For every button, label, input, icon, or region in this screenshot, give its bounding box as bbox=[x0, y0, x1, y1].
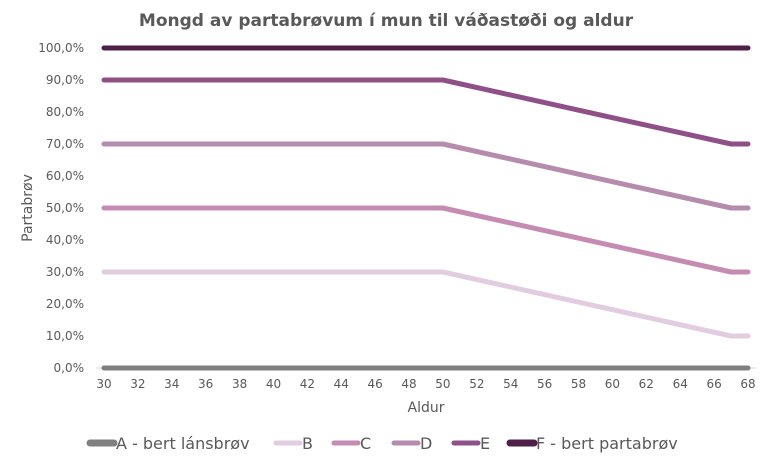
x-tick-label: 40 bbox=[266, 377, 281, 391]
legend-label: B bbox=[302, 434, 313, 453]
x-tick-label: 56 bbox=[537, 377, 552, 391]
x-tick-label: 30 bbox=[96, 377, 111, 391]
series-line-c bbox=[101, 205, 751, 275]
legend-label: F - bert partabrøv bbox=[536, 434, 678, 453]
y-tick-label: 70,0% bbox=[46, 137, 84, 151]
x-tick-label: 50 bbox=[435, 377, 450, 391]
x-tick-label: 32 bbox=[130, 377, 145, 391]
series-line-e bbox=[101, 77, 751, 147]
y-tick-label: 30,0% bbox=[46, 265, 84, 279]
legend-label: C bbox=[360, 434, 371, 453]
x-tick-label: 42 bbox=[300, 377, 315, 391]
series-line-d bbox=[101, 141, 751, 211]
y-tick-label: 20,0% bbox=[46, 297, 84, 311]
x-tick-label: 62 bbox=[639, 377, 654, 391]
x-tick-label: 36 bbox=[198, 377, 213, 391]
x-tick-label: 66 bbox=[706, 377, 721, 391]
x-tick-label: 52 bbox=[469, 377, 484, 391]
x-tick-label: 64 bbox=[673, 377, 688, 391]
y-tick-label: 10,0% bbox=[46, 329, 84, 343]
x-tick-label: 44 bbox=[334, 377, 349, 391]
y-tick-label: 50,0% bbox=[46, 201, 84, 215]
y-tick-label: 90,0% bbox=[46, 73, 84, 87]
x-axis-label: Aldur bbox=[408, 400, 445, 416]
series-line-b bbox=[101, 269, 751, 339]
x-tick-label: 58 bbox=[571, 377, 586, 391]
legend-label: E bbox=[480, 434, 490, 453]
y-tick-label: 60,0% bbox=[46, 169, 84, 183]
legend-label: D bbox=[420, 434, 432, 453]
x-tick-label: 38 bbox=[232, 377, 247, 391]
x-tick-label: 46 bbox=[368, 377, 383, 391]
x-tick-label: 34 bbox=[164, 377, 179, 391]
y-axis-label: Partabrøv bbox=[20, 174, 36, 242]
x-tick-label: 48 bbox=[401, 377, 416, 391]
y-tick-label: 80,0% bbox=[46, 105, 84, 119]
x-tick-label: 54 bbox=[503, 377, 518, 391]
x-tick-label: 60 bbox=[605, 377, 620, 391]
y-tick-label: 0,0% bbox=[54, 361, 85, 375]
x-tick-label: 68 bbox=[740, 377, 755, 391]
y-tick-label: 100,0% bbox=[38, 41, 84, 55]
y-tick-label: 40,0% bbox=[46, 233, 84, 247]
legend-label: A - bert lánsbrøv bbox=[116, 434, 250, 453]
chart-title: Mongd av partabrøvum í mun til váðastøði… bbox=[139, 11, 634, 31]
